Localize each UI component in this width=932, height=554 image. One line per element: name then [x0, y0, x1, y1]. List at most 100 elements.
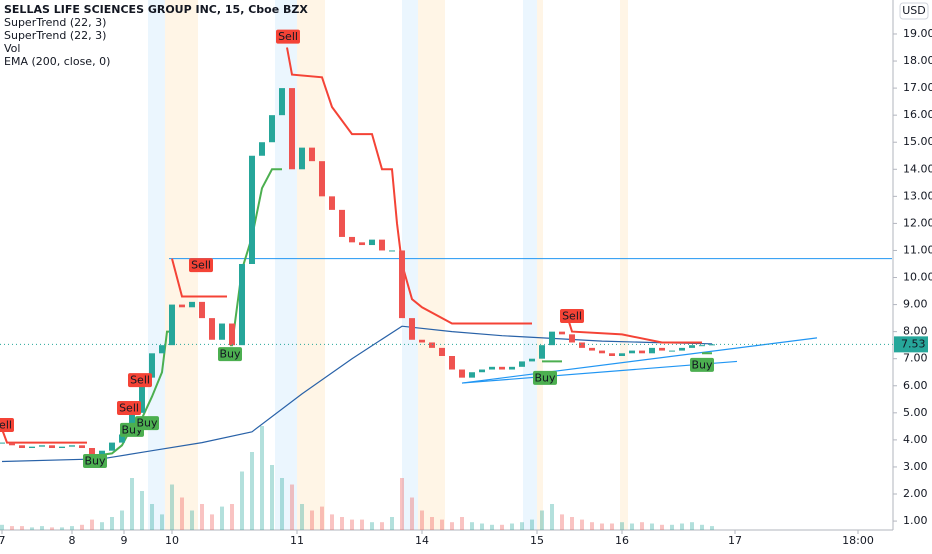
- chart-title: SELLAS LIFE SCIENCES GROUP INC, 15, Cboe…: [4, 3, 308, 16]
- signal-label: Buy: [219, 348, 241, 361]
- volume-bar: [610, 523, 614, 530]
- candle: [389, 250, 395, 252]
- candle: [369, 239, 375, 246]
- candle: [669, 350, 675, 352]
- candle: [359, 242, 365, 246]
- candle: [499, 366, 505, 370]
- volume-bar: [460, 517, 464, 530]
- volume-bar: [330, 514, 334, 530]
- y-tick-label: 10.00: [903, 271, 932, 284]
- candle: [629, 350, 635, 354]
- volume-bar: [170, 484, 174, 530]
- volume-bar: [670, 524, 674, 530]
- volume-bar: [40, 526, 44, 530]
- volume-bar: [600, 523, 604, 530]
- candle: [269, 115, 275, 143]
- signal-label: Buy: [84, 454, 106, 467]
- volume-bar: [270, 465, 274, 530]
- y-tick-label: 17.00: [903, 81, 932, 94]
- candle: [559, 331, 565, 335]
- candle: [149, 353, 155, 378]
- last-price-box: [894, 336, 928, 353]
- volume-bar: [180, 497, 184, 530]
- volume-bar: [440, 519, 444, 530]
- candle: [519, 361, 525, 367]
- signal-badge: [690, 357, 714, 372]
- candle: [429, 342, 435, 348]
- x-tick-label: 7: [0, 534, 6, 547]
- candle: [539, 345, 545, 359]
- candle: [49, 445, 55, 449]
- candle: [309, 147, 315, 162]
- candle: [439, 347, 445, 356]
- volume-bar: [210, 514, 214, 530]
- signal-badge: [135, 416, 159, 431]
- supertrend-line: [1, 47, 702, 444]
- volume-bar: [450, 522, 454, 530]
- candle: [289, 88, 295, 170]
- y-tick-label: 6.00: [903, 379, 928, 392]
- signal-label: Sell: [0, 419, 12, 432]
- y-tick-label: 18.00: [903, 54, 932, 67]
- signal-label: Buy: [691, 358, 713, 371]
- candle: [469, 372, 475, 378]
- volume-bar: [10, 526, 14, 530]
- volume-bar: [370, 522, 374, 530]
- candle: [119, 434, 125, 443]
- currency-badge[interactable]: [899, 2, 929, 20]
- volume-bar: [550, 504, 554, 530]
- y-tick-label: 12.00: [903, 216, 932, 229]
- candle: [639, 350, 645, 354]
- y-tick-label: 11.00: [903, 243, 932, 256]
- candle: [689, 345, 695, 348]
- volume-bar: [300, 504, 304, 530]
- candle: [619, 353, 625, 356]
- signal-label: Buy: [136, 417, 158, 430]
- ema-line: [1, 325, 713, 463]
- volume-bar: [160, 514, 164, 530]
- candle: [529, 358, 535, 362]
- candle: [9, 442, 15, 446]
- volume-bar: [90, 519, 94, 530]
- candle: [19, 445, 25, 449]
- volume-bar: [0, 524, 4, 530]
- candle: [489, 366, 495, 370]
- volume-bar: [410, 497, 414, 530]
- volume-bar: [590, 522, 594, 530]
- volume-bar: [690, 522, 694, 530]
- volume-bar: [560, 514, 564, 530]
- volume-bar: [260, 426, 264, 530]
- volume-bar: [500, 524, 504, 530]
- volume-bar: [70, 526, 74, 530]
- volume-bar: [570, 517, 574, 530]
- volume-bar: [190, 510, 194, 530]
- candle: [199, 301, 205, 319]
- y-tick-label: 2.00: [903, 487, 928, 500]
- candle: [319, 161, 325, 197]
- candle: [379, 239, 385, 251]
- candle: [579, 342, 585, 348]
- x-tick-label: 14: [415, 534, 429, 547]
- volume-bar: [130, 478, 134, 530]
- candle: [399, 250, 405, 319]
- candle: [569, 334, 575, 343]
- y-tick-label: 5.00: [903, 406, 928, 419]
- candle: [249, 155, 255, 264]
- candle: [189, 301, 195, 308]
- signal-badge: [276, 29, 300, 44]
- candle: [299, 147, 305, 170]
- volume-bar: [50, 527, 54, 530]
- signal-label: Buy: [534, 371, 556, 384]
- candle: [109, 442, 115, 451]
- candle: [279, 88, 285, 116]
- candle: [509, 366, 515, 370]
- candle: [219, 323, 225, 340]
- volume-bar: [700, 524, 704, 530]
- plot: SellBuySellBuySellBuySellBuySellBuySellB…: [0, 29, 892, 530]
- volume-bar: [240, 471, 244, 530]
- volume-bar: [480, 523, 484, 530]
- volume-bar: [530, 519, 534, 530]
- candle: [649, 347, 655, 354]
- legend-entry: EMA (200, close, 0): [4, 55, 110, 68]
